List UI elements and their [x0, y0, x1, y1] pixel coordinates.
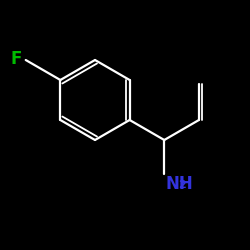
Text: 2: 2 [178, 180, 186, 190]
Text: NH: NH [166, 175, 193, 193]
Text: F: F [10, 50, 22, 68]
